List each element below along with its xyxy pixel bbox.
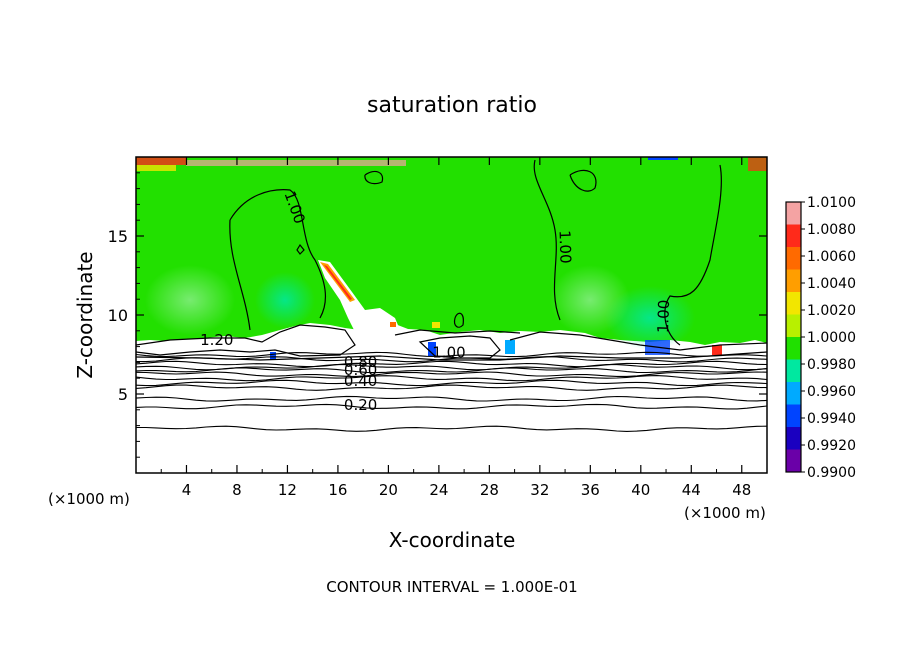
contour-line xyxy=(136,425,767,432)
contour-interval-note: CONTOUR INTERVAL = 1.000E-01 xyxy=(326,578,577,596)
contour-line xyxy=(136,356,767,363)
contour-label: 0.20 xyxy=(344,396,377,414)
colorbar-segment xyxy=(786,337,801,360)
y-tick-label: 10 xyxy=(108,306,128,325)
colorbar-label: 0.9980 xyxy=(807,357,856,373)
x-axis: 4 8 12 16 20 24 28 32 36 40 44 48 xyxy=(160,157,751,499)
cloud-base-contour-d xyxy=(394,329,521,336)
pale-patch-2 xyxy=(550,265,630,335)
colorbar-label: 1.0060 xyxy=(807,249,856,265)
colorbar-segment xyxy=(786,404,801,428)
stratified-contours xyxy=(136,351,767,432)
y-tick-label: 5 xyxy=(118,385,128,404)
top-yellow-band xyxy=(136,165,176,171)
x-unit-right: (×1000 m) xyxy=(684,504,766,522)
contour-label: 0.80 xyxy=(344,353,377,371)
y-tick-label: 15 xyxy=(108,227,128,246)
colorbar-segment xyxy=(786,247,801,270)
colorbar-segment xyxy=(786,382,801,405)
x-tick-label: 20 xyxy=(379,481,398,499)
x-unit-left: (×1000 m) xyxy=(48,490,130,508)
top-pale-band xyxy=(186,160,406,166)
x-tick-label: 4 xyxy=(182,481,192,499)
contour-line xyxy=(136,371,767,377)
colorbar-label: 1.0040 xyxy=(807,276,856,292)
y-axis-label: Z-coordinate xyxy=(73,251,97,378)
contour-labels: 1.001.001.001.201.000.800.600.400.20 xyxy=(200,189,673,414)
colorbar-label: 1.0080 xyxy=(807,222,856,238)
contour-1-right xyxy=(664,164,722,346)
contour-small-1 xyxy=(569,169,597,192)
contour-line xyxy=(136,367,767,374)
x-axis-label: X-coordinate xyxy=(389,528,516,552)
colorbar-segment xyxy=(786,202,801,225)
x-tick-label: 28 xyxy=(480,481,499,499)
x-tick-label: 8 xyxy=(232,481,242,499)
top-red-band xyxy=(136,157,186,165)
colorbar-segment xyxy=(786,314,801,338)
blue-spot-2 xyxy=(505,340,515,354)
colorbar-label: 1.0000 xyxy=(807,330,856,346)
contour-1-left-lower xyxy=(229,219,251,331)
contour-line xyxy=(136,379,767,387)
y-axis: 5 10 15 xyxy=(108,172,767,458)
colorbar-segment xyxy=(786,449,801,473)
x-tick-label: 40 xyxy=(631,481,650,499)
blue-spot-4 xyxy=(270,352,276,360)
colorbar: 1.0100 1.0080 1.0060 1.0040 1.0020 1.0000 0.99… xyxy=(785,195,856,481)
orange-spot-1 xyxy=(390,322,396,327)
x-tick-label: 32 xyxy=(530,481,549,499)
pale-patch-1 xyxy=(145,265,235,335)
colorbar-segment xyxy=(786,359,801,383)
colorbar-segment xyxy=(786,269,801,293)
contour-label: 1.00 xyxy=(432,344,465,362)
contour-label: 1.00 xyxy=(555,230,574,264)
contour-small-4 xyxy=(296,243,305,255)
colorbar-label: 0.9900 xyxy=(807,465,856,481)
contour-line xyxy=(136,360,767,368)
x-tick-label: 24 xyxy=(429,481,448,499)
x-tick-label: 12 xyxy=(278,481,297,499)
contour-line xyxy=(136,395,767,402)
top-right-red xyxy=(748,157,767,171)
colorbar-label: 0.9960 xyxy=(807,384,856,400)
x-tick-label: 36 xyxy=(581,481,600,499)
plot-area: 1.001.001.001.201.000.800.600.400.20 xyxy=(136,157,767,473)
contour-line xyxy=(136,351,767,358)
contour-1-left xyxy=(229,189,327,319)
x-tick-label: 44 xyxy=(682,481,701,499)
contour-lines xyxy=(136,159,767,361)
colorbar-segment xyxy=(786,427,801,450)
cloud-base-contour-c xyxy=(509,331,767,351)
colorbar-label: 1.0020 xyxy=(807,303,856,319)
contour-label: 1.20 xyxy=(200,331,233,349)
yellow-spot-1 xyxy=(432,322,440,328)
cloud-base-contour-a xyxy=(136,324,356,357)
contour-line xyxy=(136,403,767,410)
contour-label: 1.00 xyxy=(654,299,673,333)
contour-line xyxy=(136,384,767,391)
colorbar-segment xyxy=(786,224,801,248)
colorbar-label: 0.9940 xyxy=(807,411,856,427)
x-tick-label: 48 xyxy=(732,481,751,499)
cyan-moist-patch-2 xyxy=(255,272,315,328)
x-tick-label: 16 xyxy=(328,481,347,499)
chart-title: saturation ratio xyxy=(367,93,537,118)
colorbar-label: 0.9920 xyxy=(807,438,856,454)
contour-1-mid xyxy=(533,159,561,321)
top-blue-dash xyxy=(648,157,678,160)
contour-label: 0.60 xyxy=(344,361,377,379)
blue-spot-1 xyxy=(428,342,436,356)
plume-red-streak xyxy=(324,265,352,300)
colorbar-segment xyxy=(786,292,801,315)
red-spot-1 xyxy=(712,345,722,355)
colorbar-label: 1.0100 xyxy=(807,195,856,211)
contour-line xyxy=(136,375,767,382)
contour-small-2 xyxy=(364,170,384,185)
contour-label: 0.40 xyxy=(344,372,377,390)
contour-small-3 xyxy=(453,312,464,328)
